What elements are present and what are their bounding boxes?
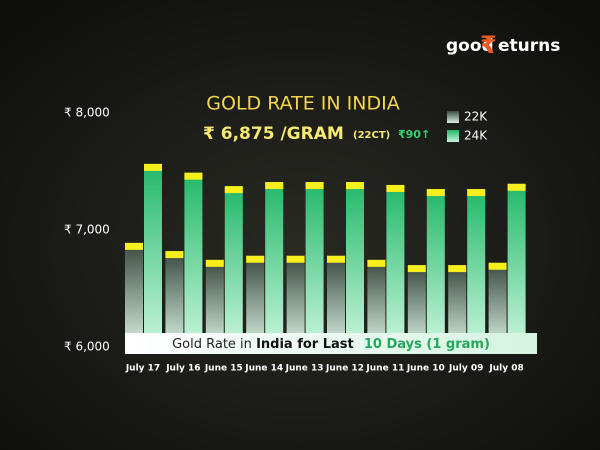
- x-tick-label: July 08: [488, 364, 523, 374]
- subtitle-note: (22CT): [353, 130, 390, 141]
- legend-label: 22K: [464, 110, 488, 124]
- bar-cap: [327, 255, 345, 263]
- bar: [205, 259, 224, 347]
- bar: [488, 262, 507, 347]
- bar: [165, 251, 184, 347]
- bar: [265, 182, 284, 347]
- bar: [386, 184, 405, 347]
- x-tick-label: July 09: [448, 364, 483, 374]
- x-tick-label: July 16: [165, 364, 200, 374]
- bar-cap: [286, 255, 305, 263]
- bar-cap: [448, 265, 467, 273]
- bar: [346, 182, 364, 347]
- bar-cap: [346, 182, 364, 190]
- legend-label: 24K: [464, 129, 488, 143]
- bar: [125, 242, 143, 347]
- bar-cap: [305, 182, 324, 190]
- bar: [367, 259, 386, 347]
- x-tick-label: July 17: [125, 364, 160, 374]
- y-tick-label: ₹ 8,000: [64, 106, 110, 120]
- bar: [184, 172, 203, 347]
- price-change: ₹90↑: [398, 128, 430, 141]
- caption: Gold Rate in India for Last 10 Days (1 g…: [172, 337, 490, 352]
- bar: [507, 183, 526, 347]
- bar-cap: [426, 189, 445, 197]
- caption-part: Gold Rate in: [172, 337, 252, 352]
- logo-eturns: eturns: [498, 36, 560, 56]
- x-tick-label: June 15: [204, 364, 243, 374]
- y-tick-label: ₹ 6,000: [64, 340, 110, 354]
- bar-cap: [224, 186, 243, 194]
- chart-subtitle: ₹ 6,875 /GRAM: [203, 124, 344, 144]
- logo-rupee: ₹: [480, 31, 497, 59]
- bar-cap: [367, 259, 386, 267]
- bar-cap: [386, 184, 405, 192]
- bar-cap: [507, 183, 526, 191]
- bar-cap: [407, 265, 426, 273]
- x-tick-label: June 13: [285, 364, 324, 374]
- bar-cap: [265, 182, 284, 190]
- bar-cap: [184, 172, 203, 180]
- logo-good: good: [446, 36, 494, 56]
- legend-swatch: [447, 111, 459, 123]
- x-tick-label: June 14: [244, 364, 283, 374]
- bar-cap: [165, 251, 184, 259]
- bar-cap: [246, 255, 265, 263]
- bar: [286, 255, 305, 347]
- legend-swatch: [447, 130, 459, 142]
- bar-cap: [467, 189, 486, 197]
- bar: [246, 255, 265, 347]
- y-tick-label: ₹ 7,000: [64, 223, 110, 237]
- bar: [448, 265, 467, 347]
- caption-part: 10 Days (1 gram): [364, 337, 490, 352]
- bar: [407, 265, 426, 347]
- bar-cap: [144, 163, 162, 171]
- bar-cap: [205, 259, 224, 267]
- chart-title: GOLD RATE IN INDIA: [206, 93, 399, 115]
- caption-banner: [125, 333, 537, 354]
- caption-part: India for Last: [256, 337, 354, 352]
- bar: [305, 182, 324, 347]
- bar: [144, 163, 162, 347]
- bar-cap: [488, 262, 507, 270]
- bar: [224, 186, 243, 347]
- x-tick-label: June 11: [365, 364, 404, 374]
- x-tick-label: June 12: [325, 364, 364, 374]
- bar: [467, 189, 486, 347]
- bar-cap: [125, 242, 143, 250]
- bar: [327, 255, 345, 347]
- x-tick-label: June 10: [406, 364, 445, 374]
- bar: [426, 189, 445, 347]
